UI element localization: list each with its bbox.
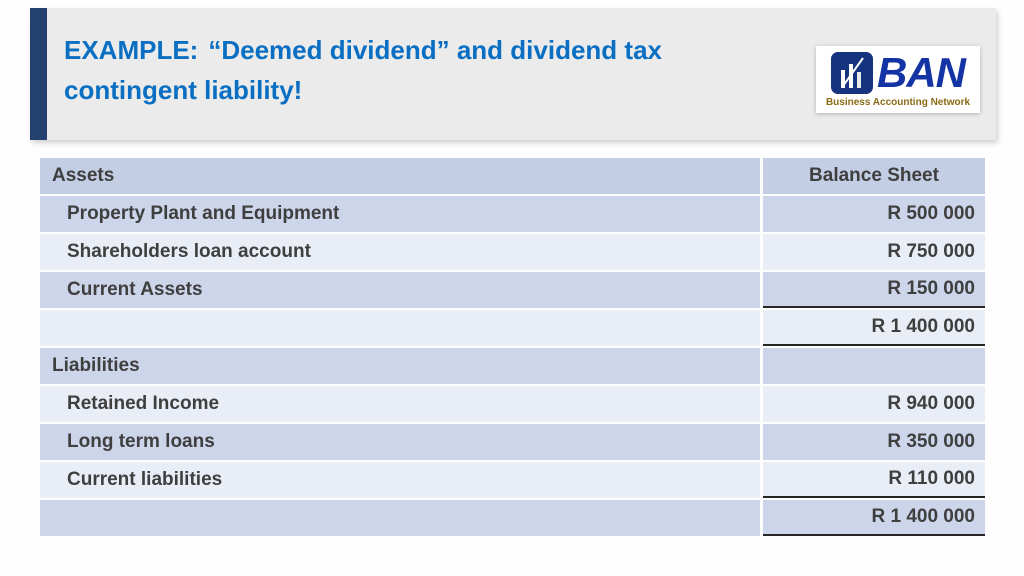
column-header-balance-sheet: Balance Sheet [763, 158, 985, 194]
row-amount-total: R 1 400 000 [763, 500, 985, 536]
table-row-current-liabilities: Current liabilities R 110 000 [40, 462, 985, 498]
ban-logo-text: BAN [877, 49, 966, 96]
table-header-row: Assets Balance Sheet [40, 158, 985, 194]
table-row-current-assets: Current Assets R 150 000 [40, 272, 985, 308]
table-row-liabilities: Liabilities [40, 348, 985, 384]
row-label: Current liabilities [40, 462, 760, 498]
row-label [40, 500, 760, 536]
row-amount: R 110 000 [763, 462, 985, 498]
ban-logo-tagline: Business Accounting Network [825, 97, 971, 108]
table-row-shareholders-loan: Shareholders loan account R 750 000 [40, 234, 985, 270]
balance-sheet-table: Assets Balance Sheet Property Plant and … [40, 158, 985, 538]
column-header-assets: Assets [40, 158, 760, 194]
title-accent-bar [30, 8, 47, 140]
row-label: Long term loans [40, 424, 760, 460]
section-header-liabilities: Liabilities [40, 348, 760, 384]
title-block: EXAMPLE: “Deemed dividend” and dividend t… [30, 8, 996, 140]
row-label: Retained Income [40, 386, 760, 422]
ban-logo-row: BAN [824, 52, 972, 94]
row-label [40, 310, 760, 346]
slide-title: EXAMPLE: “Deemed dividend” and dividend t… [64, 30, 764, 110]
table-row-property-plant-equipment: Property Plant and Equipment R 500 000 [40, 196, 985, 232]
row-amount: R 750 000 [763, 234, 985, 270]
ban-logo: BAN Business Accounting Network [816, 46, 980, 113]
row-label: Shareholders loan account [40, 234, 760, 270]
title-label: EXAMPLE: [64, 35, 199, 65]
table-row-retained-income: Retained Income R 940 000 [40, 386, 985, 422]
title-text: “Deemed dividend” and dividend tax conti… [64, 35, 662, 105]
row-amount [763, 348, 985, 384]
table-row-liabilities-total: R 1 400 000 [40, 500, 985, 536]
row-amount: R 350 000 [763, 424, 985, 460]
building-bars-icon [831, 52, 873, 94]
row-amount: R 940 000 [763, 386, 985, 422]
row-label: Current Assets [40, 272, 760, 308]
row-amount: R 150 000 [763, 272, 985, 308]
row-amount: R 500 000 [763, 196, 985, 232]
table-row-assets-total: R 1 400 000 [40, 310, 985, 346]
row-label: Property Plant and Equipment [40, 196, 760, 232]
table-row-long-term-loans: Long term loans R 350 000 [40, 424, 985, 460]
row-amount-total: R 1 400 000 [763, 310, 985, 346]
